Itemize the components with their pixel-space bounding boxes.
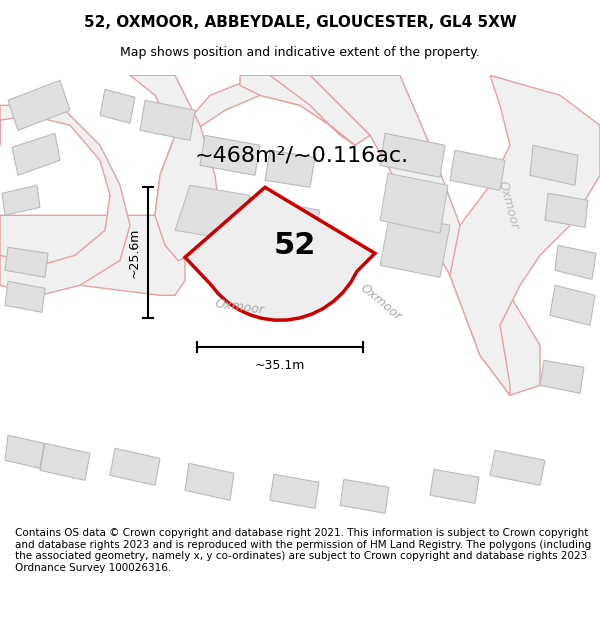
Text: Contains OS data © Crown copyright and database right 2021. This information is : Contains OS data © Crown copyright and d… bbox=[15, 528, 591, 573]
Polygon shape bbox=[100, 89, 135, 123]
Polygon shape bbox=[490, 450, 545, 485]
Polygon shape bbox=[110, 448, 160, 485]
Polygon shape bbox=[555, 245, 596, 279]
Polygon shape bbox=[140, 100, 195, 140]
Polygon shape bbox=[270, 474, 319, 508]
Text: ~25.6m: ~25.6m bbox=[128, 228, 141, 278]
Polygon shape bbox=[265, 150, 315, 188]
Text: Map shows position and indicative extent of the property.: Map shows position and indicative extent… bbox=[120, 46, 480, 59]
Text: Oxmoor: Oxmoor bbox=[495, 179, 521, 231]
Polygon shape bbox=[12, 133, 60, 175]
Polygon shape bbox=[450, 75, 600, 396]
Polygon shape bbox=[185, 463, 234, 500]
Polygon shape bbox=[5, 281, 45, 312]
Polygon shape bbox=[0, 105, 130, 295]
Text: 52, OXMOOR, ABBEYDALE, GLOUCESTER, GL4 5XW: 52, OXMOOR, ABBEYDALE, GLOUCESTER, GL4 5… bbox=[83, 15, 517, 30]
Polygon shape bbox=[5, 435, 44, 468]
Polygon shape bbox=[5, 248, 48, 278]
Polygon shape bbox=[130, 75, 220, 260]
Polygon shape bbox=[380, 173, 448, 233]
Text: Oxmoor: Oxmoor bbox=[358, 281, 404, 323]
Polygon shape bbox=[450, 150, 505, 190]
Polygon shape bbox=[340, 479, 389, 513]
Polygon shape bbox=[240, 75, 355, 145]
Polygon shape bbox=[540, 360, 584, 393]
Polygon shape bbox=[545, 193, 588, 228]
Polygon shape bbox=[2, 185, 40, 215]
Polygon shape bbox=[380, 213, 450, 278]
Polygon shape bbox=[155, 75, 370, 220]
Polygon shape bbox=[185, 188, 375, 320]
Polygon shape bbox=[175, 185, 250, 240]
Text: ~468m²/~0.116ac.: ~468m²/~0.116ac. bbox=[195, 145, 409, 165]
Polygon shape bbox=[430, 469, 479, 503]
Text: ~35.1m: ~35.1m bbox=[255, 359, 305, 372]
Text: Oxmoor: Oxmoor bbox=[214, 298, 266, 318]
Polygon shape bbox=[530, 145, 578, 185]
Polygon shape bbox=[240, 198, 320, 258]
Polygon shape bbox=[380, 133, 445, 178]
Polygon shape bbox=[550, 285, 595, 325]
Polygon shape bbox=[8, 80, 70, 130]
Polygon shape bbox=[200, 135, 260, 175]
Polygon shape bbox=[40, 443, 90, 480]
Polygon shape bbox=[0, 215, 185, 295]
Text: 52: 52 bbox=[274, 231, 316, 260]
Polygon shape bbox=[310, 75, 540, 396]
